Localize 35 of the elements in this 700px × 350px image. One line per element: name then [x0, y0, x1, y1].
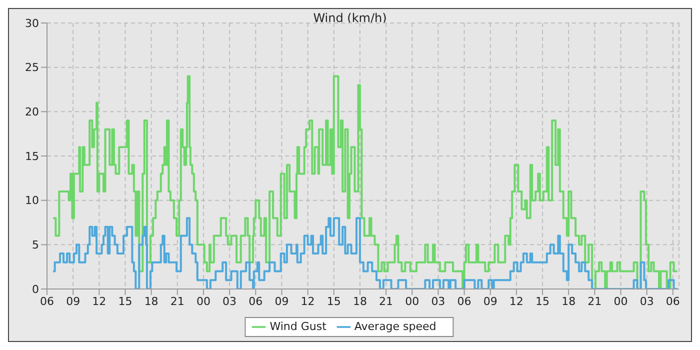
y-tick-label: 20	[25, 106, 39, 119]
x-tick-label: 06	[457, 294, 472, 308]
x-tick-label: 09	[483, 294, 498, 308]
x-tick-label: 18	[562, 294, 576, 308]
x-tick-label: 00	[196, 294, 210, 308]
x-tick-label: 15	[536, 294, 550, 308]
x-tick-label: 06	[666, 294, 680, 308]
y-tick-label: 5	[32, 238, 39, 252]
x-tick-label: 15	[118, 294, 132, 308]
x-tick-label: 21	[170, 294, 184, 308]
x-tick-label: 09	[274, 294, 289, 308]
x-tick-label: 06	[40, 294, 54, 308]
y-tick-label: 25	[25, 61, 39, 74]
x-tick-label: 03	[222, 294, 237, 308]
x-tick-label: 09	[66, 294, 80, 308]
y-tick-label: 0	[32, 282, 39, 296]
x-tick-label: 03	[431, 294, 446, 308]
x-tick-label: 00	[405, 294, 420, 308]
x-tick-label: 18	[352, 294, 367, 308]
x-tick-label: 00	[614, 294, 628, 308]
x-tick-label: 12	[509, 294, 524, 308]
legend-label: Wind Gust	[270, 320, 326, 334]
y-tick-label: 10	[25, 194, 39, 208]
x-tick-label: 18	[144, 294, 158, 308]
chart-title: Wind (km/h)	[313, 11, 387, 25]
x-tick-label: 21	[588, 294, 602, 308]
y-tick-label: 30	[25, 16, 39, 30]
x-tick-label: 12	[300, 294, 315, 308]
legend-label: Average speed	[354, 320, 436, 334]
x-tick-label: 03	[640, 294, 654, 308]
x-tick-label: 12	[92, 294, 106, 308]
x-tick-label: 21	[379, 294, 394, 308]
x-tick-label: 06	[248, 294, 263, 308]
y-tick-label: 15	[25, 150, 39, 163]
x-tick-label: 15	[326, 294, 341, 308]
